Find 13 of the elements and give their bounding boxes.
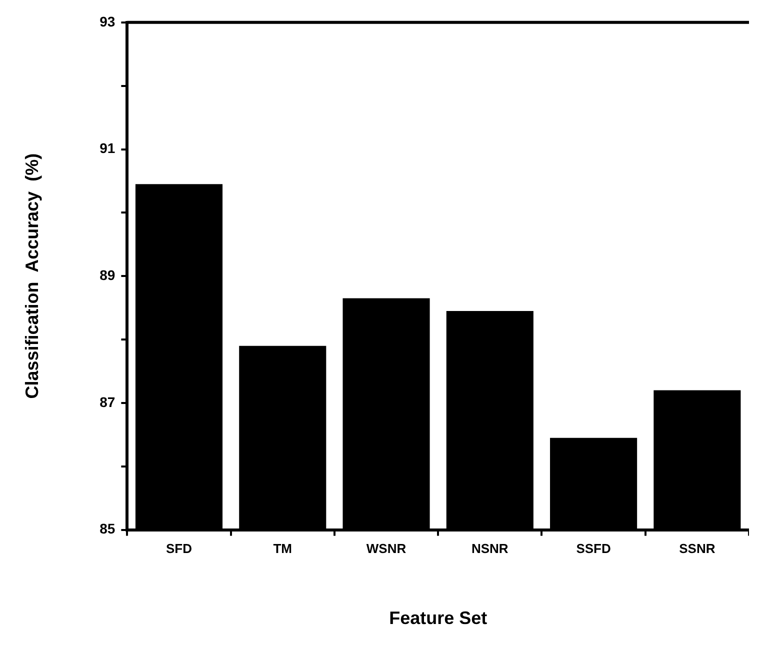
- x-tick-label: SSFD: [576, 541, 611, 556]
- x-tick-label: SFD: [166, 541, 192, 556]
- x-tick-label: TM: [273, 541, 292, 556]
- x-axis-title: Feature Set: [389, 608, 488, 628]
- y-tick-label: 85: [100, 520, 116, 537]
- x-tick-label: SSNR: [679, 541, 716, 556]
- y-tick-label: 91: [100, 140, 116, 156]
- y-tick-label: 87: [100, 394, 116, 410]
- y-tick-label: 93: [100, 13, 116, 30]
- x-tick-label: NSNR: [471, 541, 509, 556]
- y-axis-title: Classification Accuracy (%): [22, 153, 42, 399]
- y-tick-label: 89: [100, 266, 116, 283]
- x-tick-label: WSNR: [366, 541, 407, 556]
